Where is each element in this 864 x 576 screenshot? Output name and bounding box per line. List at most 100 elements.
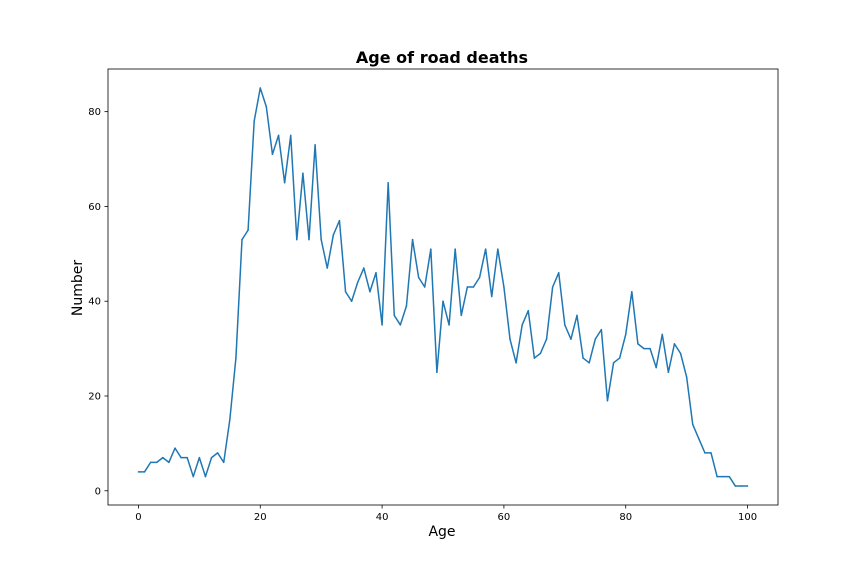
data-point — [545, 338, 548, 340]
data-point — [521, 324, 523, 326]
data-point — [612, 362, 615, 364]
x-tick-label: 60 — [498, 512, 511, 523]
data-point — [722, 475, 724, 478]
data-point — [393, 314, 396, 317]
data-point — [149, 461, 152, 464]
data-point — [186, 456, 188, 459]
data-point — [356, 281, 359, 284]
data-point — [143, 471, 146, 473]
data-point — [302, 172, 304, 175]
data-point — [533, 357, 536, 359]
data-point — [655, 366, 657, 369]
data-point — [442, 300, 444, 302]
data-point — [162, 456, 164, 459]
data-point — [198, 456, 201, 459]
data-point — [235, 357, 237, 359]
data-point — [691, 423, 694, 426]
data-point — [551, 286, 554, 288]
data-point — [716, 475, 718, 478]
data-point — [673, 343, 676, 345]
data-point — [180, 456, 182, 459]
data-point — [588, 362, 590, 364]
data-point — [411, 238, 414, 241]
data-point — [478, 276, 481, 279]
data-point — [484, 248, 487, 250]
data-point — [685, 376, 688, 378]
data-point — [667, 371, 670, 374]
data-point — [557, 272, 560, 274]
y-tick-label: 80 — [88, 107, 101, 118]
data-point — [204, 475, 207, 478]
data-point — [253, 120, 255, 122]
data-point — [740, 485, 743, 487]
data-point — [271, 153, 274, 156]
data-point — [259, 87, 262, 89]
data-point — [515, 362, 517, 364]
data-point — [417, 276, 420, 279]
data-point — [387, 181, 389, 184]
data-point — [436, 371, 438, 374]
data-point — [637, 343, 639, 345]
plot-frame — [107, 68, 779, 506]
data-point — [320, 238, 322, 241]
data-point — [472, 286, 475, 288]
data-point — [283, 181, 286, 184]
data-point — [222, 461, 225, 464]
data-point — [734, 485, 737, 487]
data-point — [229, 418, 231, 421]
data-point — [137, 471, 140, 473]
data-point — [448, 324, 450, 326]
data-point — [490, 295, 493, 298]
data-point — [192, 475, 195, 478]
data-point — [618, 357, 621, 359]
data-point — [704, 452, 706, 454]
data-point — [564, 324, 566, 326]
data-point — [649, 347, 651, 350]
plot-area — [137, 87, 749, 487]
data-point — [746, 485, 749, 487]
data-point — [631, 290, 633, 293]
data-point — [326, 267, 329, 269]
data-point — [698, 437, 700, 440]
data-point — [679, 352, 682, 355]
data-point — [570, 338, 572, 340]
data-point — [624, 333, 627, 336]
x-tick-label: 20 — [254, 512, 267, 523]
data-point — [423, 286, 426, 288]
data-point — [314, 144, 316, 146]
x-tick-label: 80 — [619, 512, 632, 523]
data-point — [460, 314, 463, 317]
data-point — [466, 286, 469, 288]
data-point — [405, 305, 408, 307]
data-point — [661, 333, 664, 336]
data-point — [399, 324, 402, 326]
data-point — [503, 286, 505, 288]
data-point — [576, 314, 578, 317]
x-tick-label: 100 — [738, 512, 757, 523]
data-point — [296, 238, 298, 241]
y-tick-label: 0 — [95, 486, 101, 497]
data-point — [174, 447, 176, 449]
x-tick-label: 40 — [376, 512, 389, 523]
data-point — [509, 338, 511, 340]
data-point — [344, 290, 347, 293]
data-point — [430, 248, 432, 250]
data-point — [155, 461, 158, 464]
chart-title: Age of road deaths — [356, 48, 528, 67]
data-point — [265, 106, 268, 108]
data-point — [369, 290, 371, 293]
data-point — [216, 452, 219, 454]
data-point — [289, 134, 292, 137]
data-point — [241, 238, 243, 241]
data-point — [600, 328, 603, 331]
data-point — [350, 300, 353, 302]
data-point — [277, 134, 280, 137]
y-tick-label: 60 — [88, 202, 101, 213]
data-point — [606, 399, 609, 402]
data-point — [308, 238, 310, 241]
data-point — [454, 248, 456, 250]
data-point — [497, 248, 499, 250]
y-tick-label: 40 — [88, 297, 101, 308]
data-point — [338, 219, 341, 222]
